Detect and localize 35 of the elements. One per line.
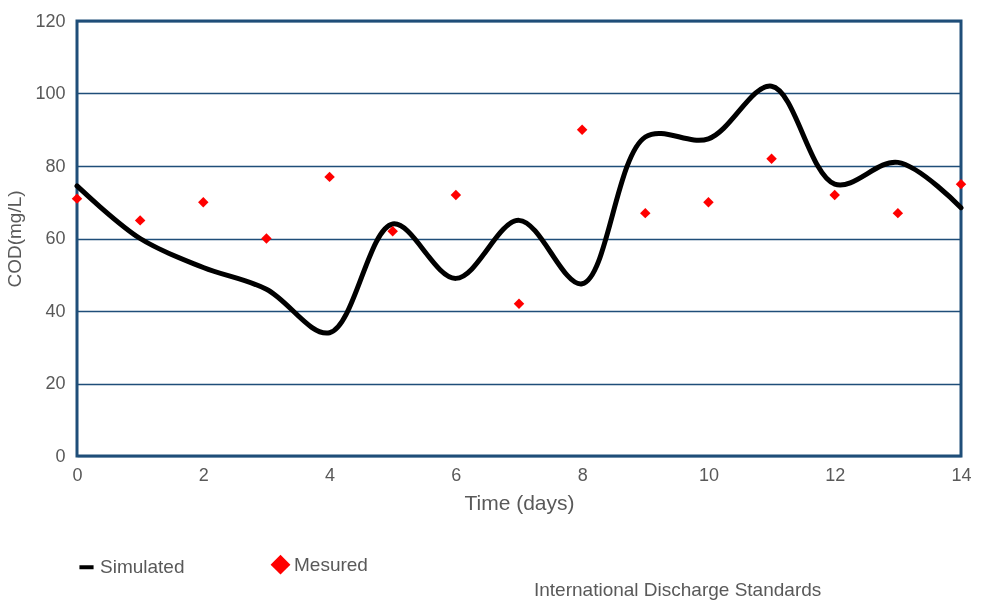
point [450,189,462,201]
x-tick-label: 14 [951,464,972,485]
point [198,197,209,208]
x-axis-title: Time (days) [464,490,575,514]
x-tick-label: 10 [698,464,719,485]
y-tick-label: 20 [45,373,66,393]
x-tick-label: 2 [198,464,209,485]
y-tick-label: 120 [35,10,66,31]
y-axis-title: COD(mg/L) [4,190,26,288]
legend-label: Mesured [294,553,368,575]
point [703,197,714,208]
y-tick-label: 0 [55,445,66,466]
x-tick-label: 8 [577,464,588,485]
point [766,153,777,164]
y-tick-label: 80 [45,155,66,176]
point [71,193,83,204]
y-tick-label: 40 [45,300,66,321]
point [892,207,904,219]
x-tick-label: 6 [451,464,462,485]
point [576,124,588,135]
x-tick-label: 12 [825,464,846,485]
legend-label: Simulated [100,556,185,578]
y-tick-label: 100 [35,83,66,103]
point [387,226,398,237]
point [640,207,651,219]
x-tick-label: 0 [72,464,83,485]
point [261,233,272,244]
x-tick-label: 4 [325,464,336,485]
point [513,298,525,309]
point [324,171,335,183]
point [134,215,146,226]
y-tick-label: 60 [45,228,66,248]
point [829,189,840,201]
text: International Discharge Standards [534,579,822,600]
point [955,178,967,190]
